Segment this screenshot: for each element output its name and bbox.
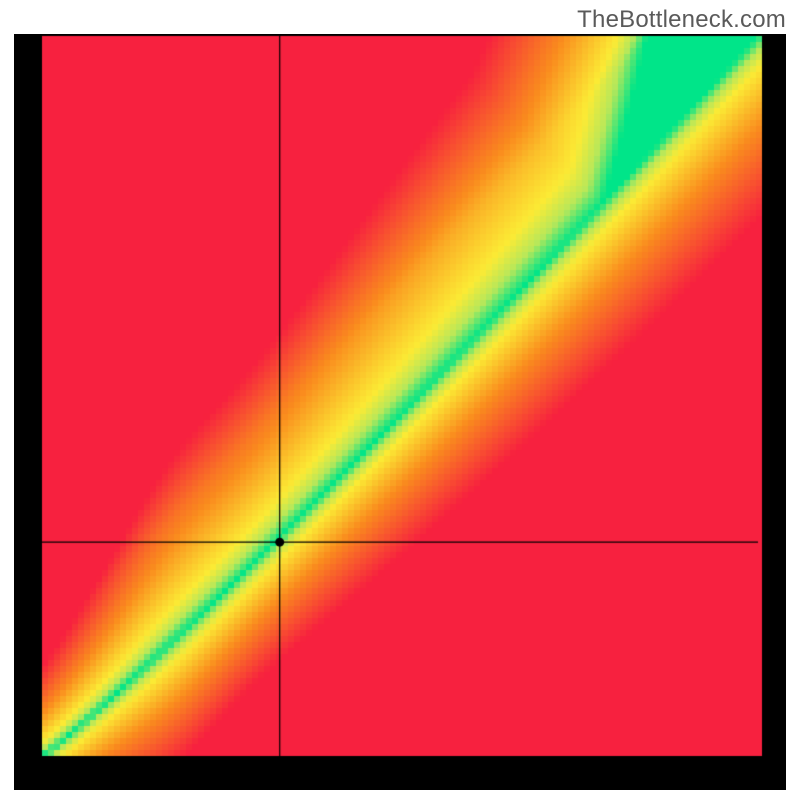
heatmap-canvas bbox=[14, 34, 786, 790]
chart-frame bbox=[14, 34, 786, 790]
chart-container: TheBottleneck.com bbox=[0, 0, 800, 800]
watermark-text: TheBottleneck.com bbox=[577, 6, 786, 34]
